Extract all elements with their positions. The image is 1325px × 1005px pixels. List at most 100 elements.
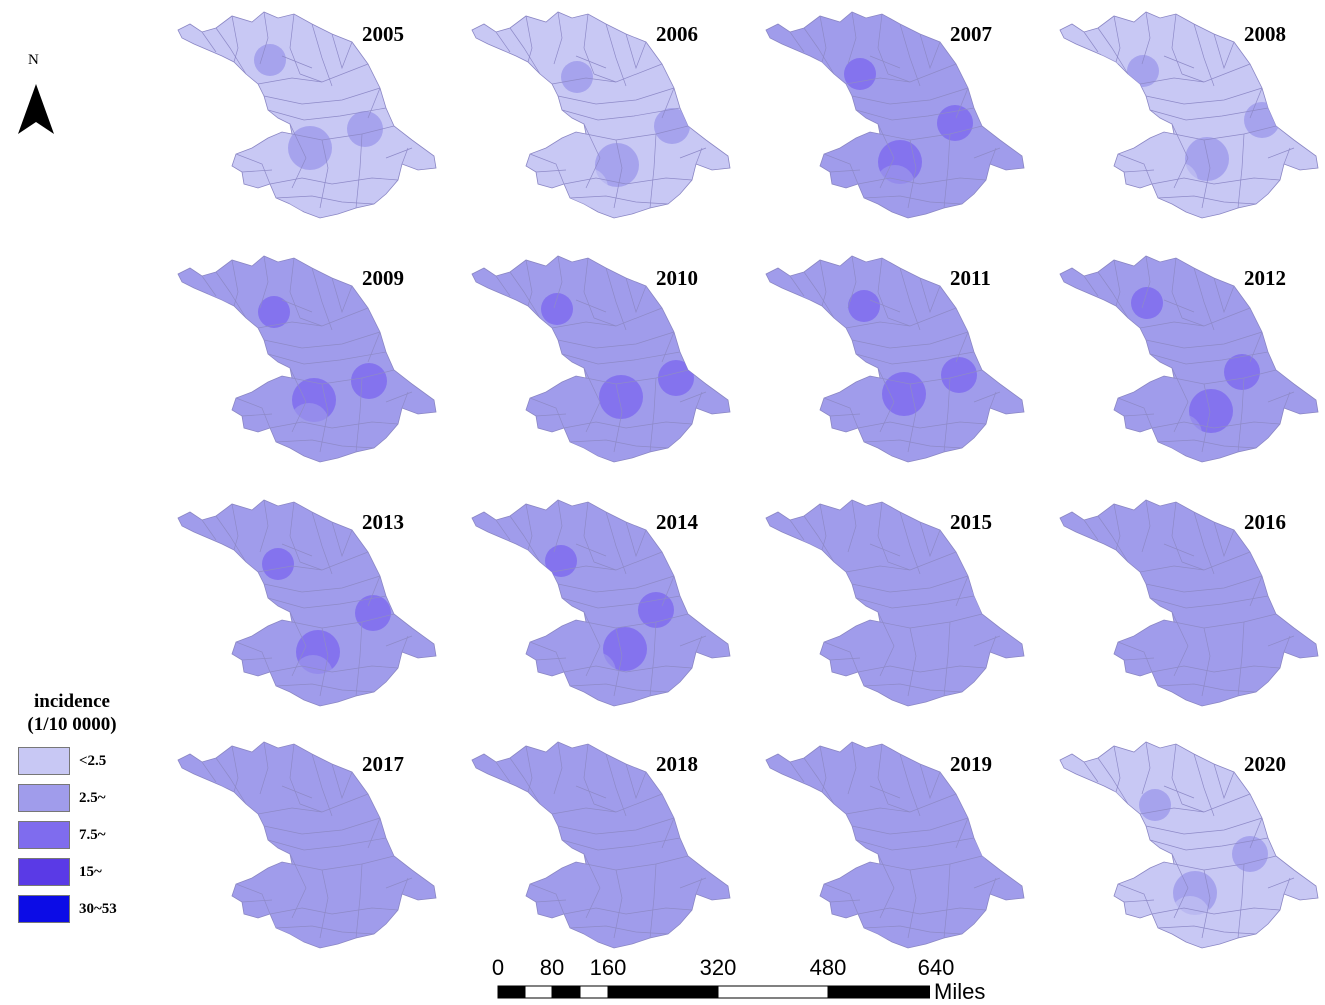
county-border <box>1151 421 1281 429</box>
year-label-2019: 2019 <box>950 752 992 776</box>
year-label-2014: 2014 <box>656 510 698 534</box>
county-border <box>355 621 363 697</box>
county-border <box>355 863 363 939</box>
county-border <box>289 853 307 919</box>
county-border <box>1139 793 1251 815</box>
county-border <box>291 369 395 385</box>
year-label-2018: 2018 <box>656 752 698 776</box>
county-border <box>1193 511 1215 575</box>
county-border <box>563 665 693 673</box>
county-border <box>989 877 997 895</box>
county-border <box>869 785 901 799</box>
county-border <box>509 271 541 319</box>
county-border <box>1123 899 1155 903</box>
province-shape <box>471 255 731 463</box>
county-border <box>311 753 333 817</box>
county-border <box>215 27 247 75</box>
map-panel-2010 <box>471 255 731 463</box>
county-border <box>275 195 375 205</box>
county-border <box>569 925 669 935</box>
county-border <box>845 63 957 85</box>
county-border <box>695 877 703 895</box>
province-shape <box>177 741 437 949</box>
region-patch <box>289 403 329 443</box>
county-border <box>241 899 273 903</box>
county-border <box>1157 925 1257 935</box>
county-border <box>661 575 675 607</box>
region-patch <box>1162 414 1202 454</box>
region-patch <box>1127 55 1159 87</box>
scale-tick-label: 160 <box>589 955 627 980</box>
region-patch <box>1158 162 1198 202</box>
county-border <box>1171 123 1189 189</box>
county-border <box>847 11 857 65</box>
province-shape <box>1059 499 1319 707</box>
map-panel-2014 <box>471 499 731 707</box>
county-border <box>291 613 395 629</box>
county-border <box>845 793 957 815</box>
scale-unit: Miles <box>934 979 986 1004</box>
county-border <box>553 11 563 65</box>
county-border <box>1173 855 1277 871</box>
year-label-2017: 2017 <box>362 752 404 776</box>
county-border <box>1171 743 1183 805</box>
county-border <box>557 87 675 105</box>
county-border <box>201 275 217 297</box>
county-border <box>803 27 835 75</box>
province-shape <box>471 741 731 949</box>
region-patch <box>638 592 674 628</box>
county-border <box>989 147 997 165</box>
legend-label: 2.5~ <box>79 790 106 806</box>
map-panel-2019 <box>765 741 1025 949</box>
county-border <box>557 575 675 593</box>
year-label-2016: 2016 <box>1244 510 1286 534</box>
county-border <box>263 575 381 593</box>
county-border <box>355 133 363 209</box>
region-patch <box>941 357 977 393</box>
county-border <box>863 683 963 693</box>
county-border <box>583 743 595 805</box>
county-border <box>259 741 269 795</box>
county-border <box>863 439 963 449</box>
county-border <box>535 899 567 903</box>
county-border <box>1201 139 1211 209</box>
county-border <box>1181 73 1205 83</box>
year-label-2009: 2009 <box>362 266 404 290</box>
county-border <box>275 683 375 693</box>
county-border <box>585 125 689 141</box>
county-border <box>509 515 541 563</box>
region-patch <box>351 363 387 399</box>
county-border <box>907 627 917 697</box>
map-panel-2020 <box>1059 741 1319 949</box>
scale-segment <box>579 985 609 999</box>
county-border <box>919 277 941 314</box>
county-border <box>529 153 565 185</box>
county-border <box>593 73 617 83</box>
year-label-2010: 2010 <box>656 266 698 290</box>
county-border <box>585 369 689 385</box>
county-border <box>331 763 353 800</box>
year-label-2020: 2020 <box>1244 752 1286 776</box>
region-patch <box>642 842 678 878</box>
scale-tick-label: 0 <box>491 955 505 980</box>
county-border <box>1123 657 1155 661</box>
region-patch <box>1139 789 1171 821</box>
county-border <box>1139 551 1251 573</box>
county-border <box>331 277 353 314</box>
county-border <box>551 551 663 573</box>
county-border <box>877 123 895 189</box>
county-border <box>829 657 861 661</box>
region-patch <box>549 775 581 807</box>
county-border <box>1117 641 1153 673</box>
county-border <box>863 925 963 935</box>
legend-item: <2.5 <box>18 747 158 777</box>
county-border <box>1117 397 1153 429</box>
region-patch <box>937 105 973 141</box>
county-border <box>789 275 805 297</box>
county-border <box>851 575 969 593</box>
region-patch <box>511 27 535 51</box>
county-border <box>281 785 313 799</box>
county-border <box>943 377 951 453</box>
region-patch <box>1166 646 1206 686</box>
legend-title-line1: incidence <box>34 691 110 712</box>
